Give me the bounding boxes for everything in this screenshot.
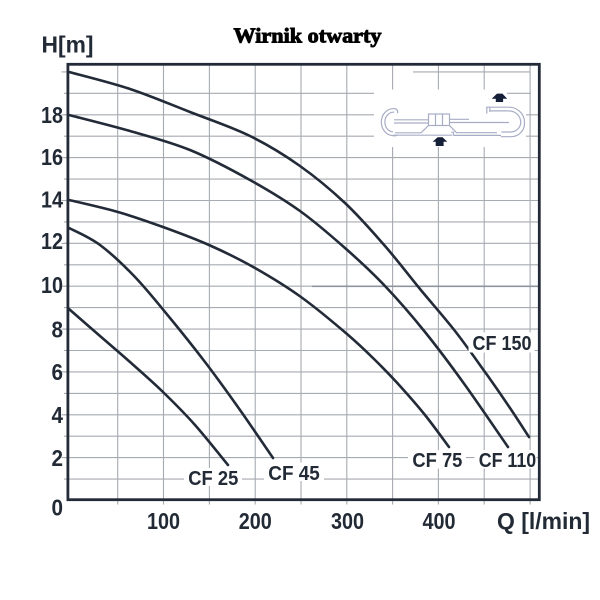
svg-text:CF 75: CF 75 bbox=[412, 450, 462, 472]
svg-text:CF 25: CF 25 bbox=[188, 468, 238, 490]
svg-text:200: 200 bbox=[239, 508, 272, 534]
svg-text:6: 6 bbox=[52, 359, 64, 385]
svg-text:H[m]: H[m] bbox=[42, 31, 94, 57]
svg-text:CF 45: CF 45 bbox=[268, 463, 320, 485]
svg-text:100: 100 bbox=[147, 508, 180, 534]
svg-text:400: 400 bbox=[423, 508, 456, 534]
svg-text:Wirnik otwarty: Wirnik otwarty bbox=[234, 23, 383, 47]
svg-text:14: 14 bbox=[41, 187, 63, 213]
svg-text:CF 110: CF 110 bbox=[479, 450, 537, 472]
svg-text:0: 0 bbox=[52, 495, 64, 521]
svg-text:300: 300 bbox=[331, 508, 364, 534]
svg-text:10: 10 bbox=[41, 272, 63, 298]
svg-text:12: 12 bbox=[41, 228, 63, 254]
svg-text:Q [l/min]: Q [l/min] bbox=[497, 508, 590, 534]
svg-text:CF 150: CF 150 bbox=[473, 333, 532, 355]
svg-text:4: 4 bbox=[52, 402, 64, 428]
svg-text:2: 2 bbox=[52, 445, 64, 471]
svg-text:18: 18 bbox=[41, 102, 63, 128]
svg-text:8: 8 bbox=[52, 316, 64, 342]
svg-text:16: 16 bbox=[41, 144, 63, 170]
